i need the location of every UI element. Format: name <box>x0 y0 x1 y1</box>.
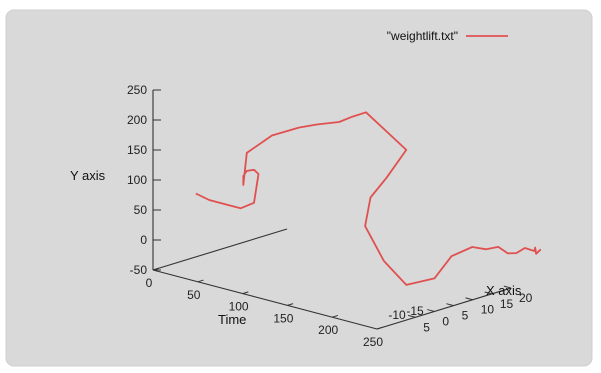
y-tick-label: 250 <box>127 83 147 97</box>
time-tick-mark <box>332 314 339 318</box>
x-axis-line <box>376 287 512 330</box>
y-tick-label: 100 <box>127 173 147 187</box>
x-tick-label: 5 <box>462 309 469 323</box>
x-tick-mark <box>407 314 416 318</box>
y-tick-label: 50 <box>134 203 148 217</box>
y-tick-label: 0 <box>140 233 147 247</box>
x-axis-label: X axis <box>486 283 522 298</box>
x-tick-mark <box>484 291 492 295</box>
time-tick-label: 250 <box>363 335 383 349</box>
time-tick-mark <box>376 326 383 330</box>
time-tick-mark <box>287 303 294 306</box>
x-tick-label: 20 <box>519 291 533 305</box>
time-axis-label: Time <box>218 312 246 327</box>
legend-label: "weightlift.txt" <box>387 29 458 43</box>
time-tick-mark <box>242 291 249 295</box>
x-tick-label-extra: -15 <box>406 304 424 318</box>
x-tick-mark <box>503 285 512 289</box>
y-tick-label: 150 <box>127 143 147 157</box>
y-axis-label: Y axis <box>70 168 106 183</box>
x-tick-mark <box>446 303 454 307</box>
time-axis-line <box>152 269 378 330</box>
x-tick-label: 15 <box>500 297 514 311</box>
x-tick-label: 5 <box>423 320 430 334</box>
legend: "weightlift.txt" <box>387 29 508 43</box>
series-layer <box>195 111 542 286</box>
x-tick-mark <box>427 309 435 312</box>
series-line-weightlift <box>195 111 542 286</box>
time-tick-label: 150 <box>273 311 293 325</box>
time-tick-label: 200 <box>318 323 338 337</box>
time-tick-mark <box>197 279 204 283</box>
y-tick-label: -50 <box>130 263 148 277</box>
time-tick-label: 0 <box>146 276 153 290</box>
time-tick-label: 50 <box>187 288 201 302</box>
x-tick-label: 10 <box>481 303 495 317</box>
y-tick-label: 200 <box>127 113 147 127</box>
x-tick-label-extra: -10 <box>388 308 406 322</box>
x-tick-label: 0 <box>442 314 449 328</box>
time-tick-label: 100 <box>229 300 249 314</box>
time-tick-mark <box>152 267 159 271</box>
x-tick-mark <box>465 297 473 301</box>
back-x-axis-line <box>152 228 288 271</box>
chart-background <box>5 9 593 367</box>
